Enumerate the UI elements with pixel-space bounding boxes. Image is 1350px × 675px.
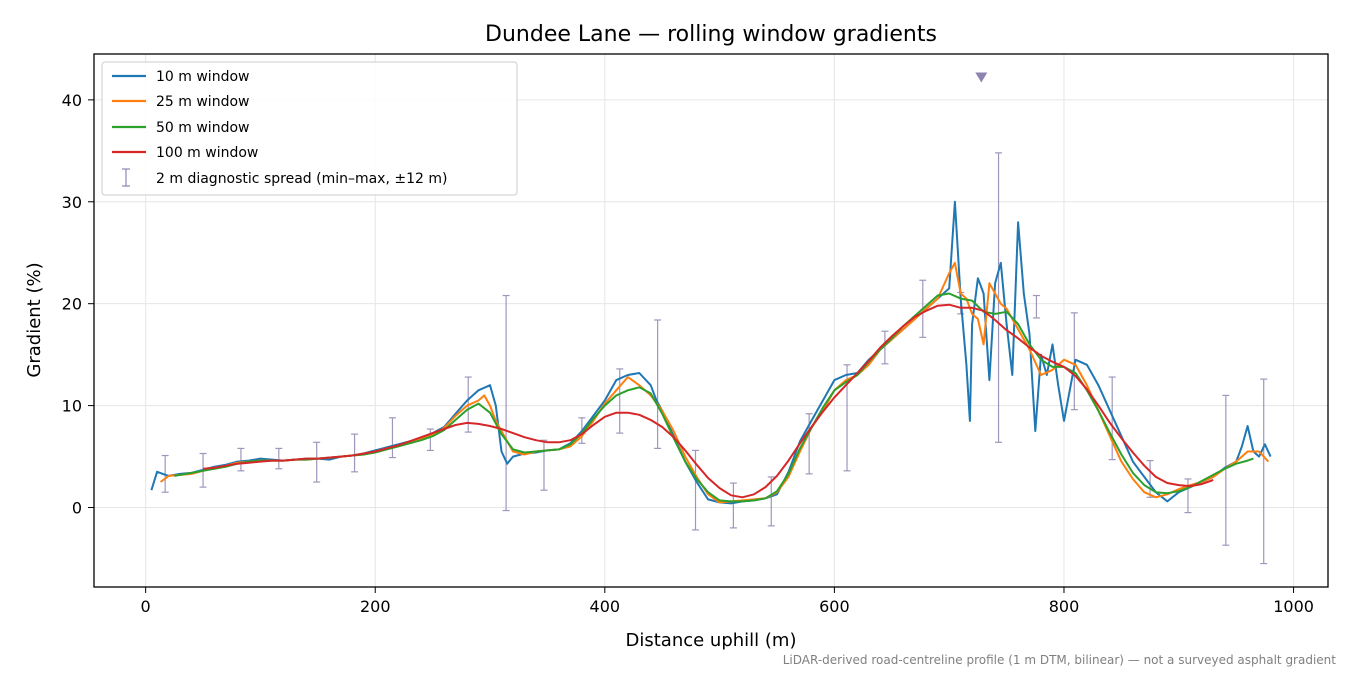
legend-label-diagnostic: 2 m diagnostic spread (min–max, ±12 m)	[156, 171, 447, 187]
axis-ticks: 0 200 400 600 800 1000 0 10 20 30 40	[62, 91, 1314, 616]
x-tick-label: 800	[1049, 597, 1080, 616]
y-tick-label: 0	[72, 499, 82, 518]
diagnostic-error-bar	[654, 319, 662, 449]
diagnostic-error-bar	[388, 417, 396, 459]
x-tick-label: 200	[360, 597, 391, 616]
legend-box	[101, 61, 518, 196]
y-tick-label: 40	[62, 91, 82, 110]
diagnostic-error-bar	[805, 413, 813, 475]
legend-label-25m: 25 m window	[156, 94, 249, 110]
diagnostic-error-bar	[767, 476, 775, 527]
diagnostic-error-bar	[540, 439, 548, 491]
x-tick-label: 0	[141, 597, 151, 616]
legend: 10 m window 25 m window 50 m window 100 …	[101, 61, 518, 196]
series-lines	[150, 200, 1272, 505]
diagnostic-error-bar	[1108, 376, 1116, 461]
chart-title: Dundee Lane — rolling window gradients	[485, 22, 937, 47]
diagnostic-error-bar	[729, 482, 737, 529]
legend-label-10m: 10 m window	[156, 69, 249, 85]
y-tick-label: 30	[62, 193, 82, 212]
annotation-marker-layer	[975, 72, 988, 83]
x-tick-label: 600	[819, 597, 850, 616]
y-tick-label: 10	[62, 397, 82, 416]
x-tick-label: 1000	[1273, 597, 1314, 616]
diagnostic-error-bar	[1260, 378, 1268, 565]
annotation-marker	[975, 72, 988, 83]
diagnostic-error-bar	[995, 152, 1003, 443]
diagnostic-error-bar	[351, 433, 359, 473]
legend-swatch-diagnostic	[122, 168, 130, 187]
y-tick-label: 20	[62, 295, 82, 314]
diagnostic-error-bar	[1146, 460, 1154, 498]
legend-label-50m: 50 m window	[156, 120, 249, 136]
x-axis-label: Distance uphill (m)	[626, 630, 797, 651]
x-tick-label: 400	[590, 597, 621, 616]
y-axis-label: Gradient (%)	[24, 262, 45, 377]
diagnostic-error-bar	[426, 428, 434, 452]
diagnostic-error-bar	[881, 330, 889, 365]
footnote: LiDAR-derived road-centreline profile (1…	[783, 653, 1337, 667]
diagnostic-error-bar	[275, 447, 283, 470]
diagnostic-error-bar	[313, 441, 321, 483]
series-line-25m	[159, 261, 1270, 504]
diagnostic-error-bar	[237, 447, 245, 472]
diagnostic-error-bar	[1032, 294, 1040, 319]
series-line-100m	[203, 303, 1214, 499]
diagnostic-error-bar	[1184, 478, 1192, 514]
legend-label-100m: 100 m window	[156, 145, 258, 161]
diagnostic-error-bar	[1222, 394, 1230, 546]
plot-frame	[93, 53, 1329, 588]
diagnostic-error-bar	[502, 294, 510, 512]
